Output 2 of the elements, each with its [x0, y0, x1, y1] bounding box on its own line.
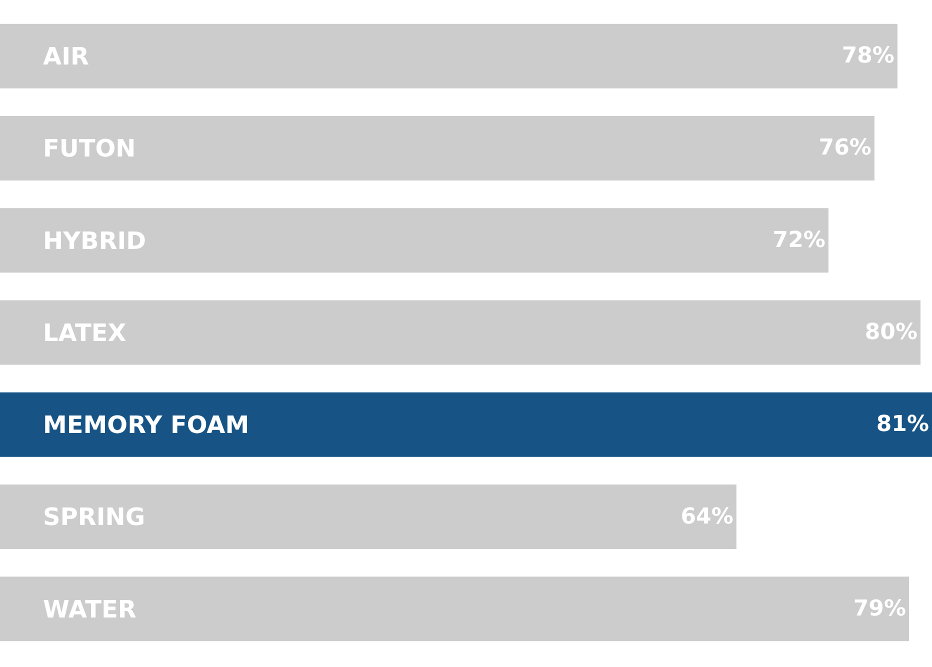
data-label: 81%: [876, 412, 929, 438]
y-tick-label: MEMORY FOAM: [43, 411, 250, 440]
